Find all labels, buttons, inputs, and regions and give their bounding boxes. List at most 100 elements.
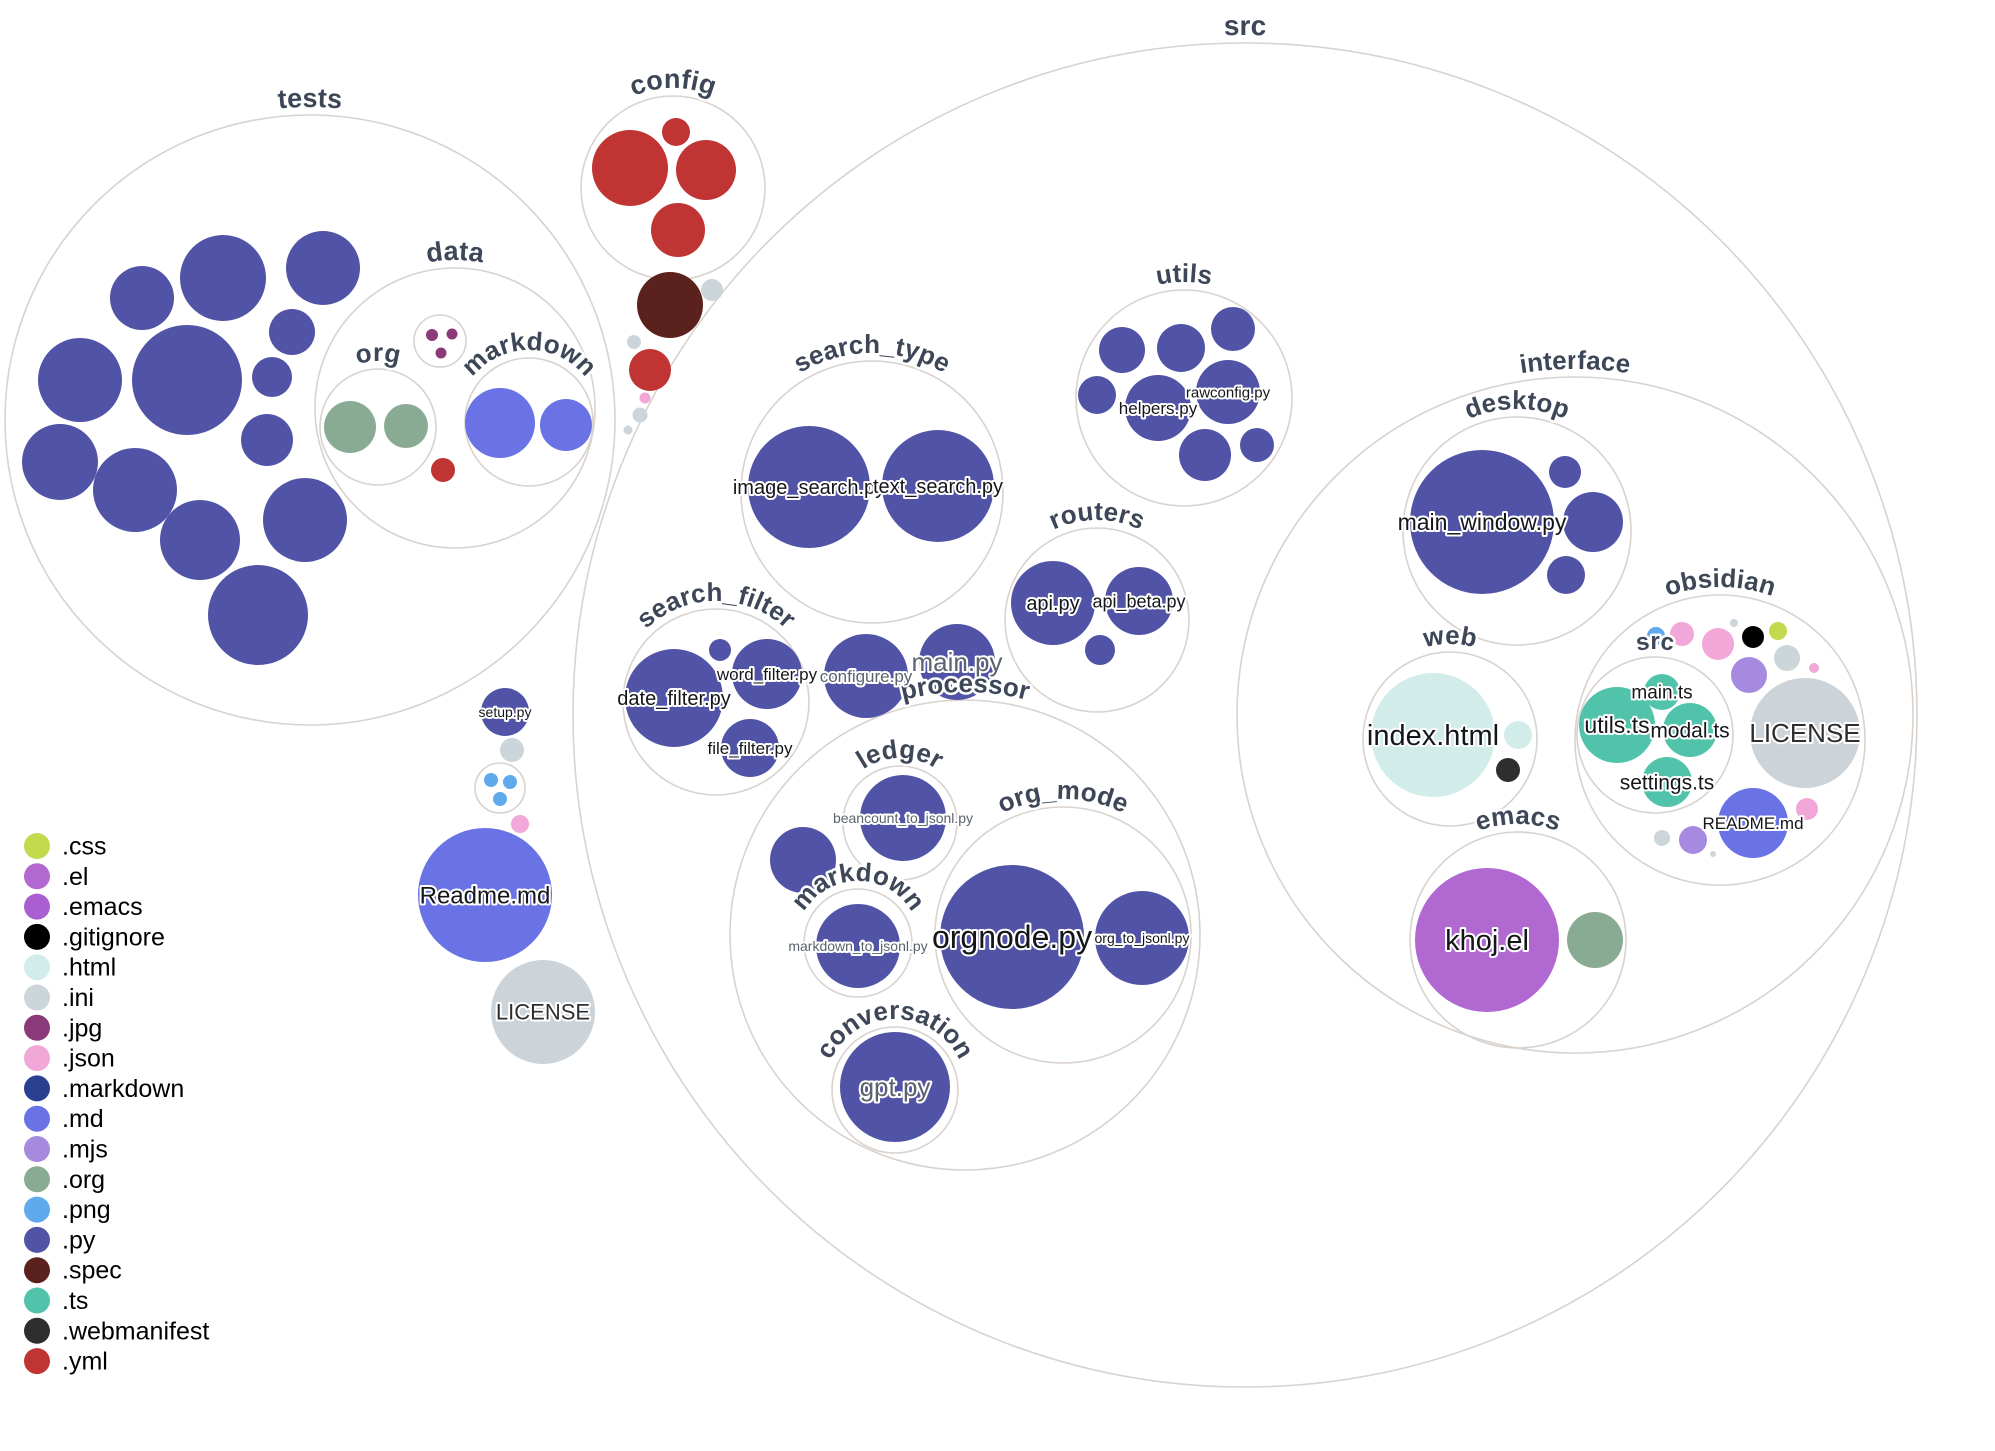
folder-circle-f-pngs[interactable]: [474, 762, 526, 814]
file-circle-orgnode-py[interactable]: [940, 865, 1084, 1009]
file-circle-word-filter-py[interactable]: [732, 639, 802, 709]
file-circle--py-0[interactable]: [110, 266, 174, 330]
file-circle-beancount-to-jsonl-py[interactable]: [860, 775, 946, 861]
file-circle--ini-30[interactable]: [632, 407, 648, 423]
file-circle--png-36[interactable]: [493, 792, 507, 806]
folder-circle-search-filter[interactable]: [622, 608, 810, 796]
folder-circle-ledger[interactable]: [842, 765, 958, 881]
folder-circle-markdown[interactable]: [803, 888, 913, 998]
file-circle--py-1[interactable]: [180, 235, 266, 321]
folder-circle-obsidian[interactable]: [1574, 594, 1866, 886]
file-circle--py-2[interactable]: [286, 231, 360, 305]
file-circle--py-4[interactable]: [132, 325, 242, 435]
file-circle-settings-ts[interactable]: [1642, 757, 1692, 807]
folder-circle-org[interactable]: [319, 368, 437, 486]
folder-circle-emacs[interactable]: [1409, 831, 1627, 1049]
file-circle--json-76[interactable]: [1702, 628, 1734, 660]
file-circle-main-py[interactable]: [919, 624, 995, 700]
file-circle--ini-31[interactable]: [623, 425, 633, 435]
file-circle--org-16[interactable]: [324, 401, 376, 453]
file-circle--py-11[interactable]: [263, 478, 347, 562]
file-circle--gitignore-78[interactable]: [1742, 626, 1764, 648]
file-circle--mjs-81[interactable]: [1731, 657, 1767, 693]
file-circle-markdown-to-jsonl-py[interactable]: [816, 904, 900, 988]
file-circle-main-ts[interactable]: [1644, 674, 1680, 710]
file-circle--yml-22[interactable]: [662, 118, 690, 146]
file-circle--org-73[interactable]: [1567, 912, 1623, 968]
file-circle--jpg-15[interactable]: [435, 347, 447, 359]
file-circle-configure-py[interactable]: [824, 634, 908, 718]
folder-circle-markdown[interactable]: [464, 357, 594, 487]
file-circle--html-70[interactable]: [1504, 721, 1532, 749]
file-circle-setup-py[interactable]: [481, 688, 529, 736]
file-circle--png-35[interactable]: [503, 775, 517, 789]
file-circle--webmanifest-71[interactable]: [1496, 758, 1520, 782]
file-circle--py-5[interactable]: [269, 309, 315, 355]
file-circle--jpg-13[interactable]: [426, 329, 438, 341]
file-circle-rawconfig-py[interactable]: [1196, 360, 1260, 424]
file-circle--py-48[interactable]: [770, 827, 836, 893]
file-circle--py-58[interactable]: [1157, 324, 1205, 372]
folder-circle-routers[interactable]: [1004, 527, 1190, 713]
file-circle--py-59[interactable]: [1211, 307, 1255, 351]
file-circle--py-10[interactable]: [160, 500, 240, 580]
file-circle-api-py[interactable]: [1011, 561, 1095, 645]
file-circle-index-html[interactable]: [1371, 673, 1495, 797]
file-circle--css-79[interactable]: [1769, 622, 1787, 640]
file-circle-gpt-py[interactable]: [840, 1032, 950, 1142]
folder-circle-tests[interactable]: [4, 114, 616, 726]
file-circle--png-34[interactable]: [484, 773, 498, 787]
file-circle--py-12[interactable]: [208, 565, 308, 665]
file-circle--png-74[interactable]: [1647, 627, 1665, 645]
file-circle-license[interactable]: [491, 960, 595, 1064]
folder-circle-search-type[interactable]: [740, 360, 1004, 624]
file-circle--py-44[interactable]: [709, 639, 731, 661]
file-circle-api-beta-py[interactable]: [1105, 567, 1173, 635]
file-circle--ini-26[interactable]: [701, 279, 723, 301]
folder-circle-desktop[interactable]: [1402, 416, 1632, 646]
file-circle--ini-88[interactable]: [1710, 851, 1716, 857]
file-circle-text-search-py[interactable]: [882, 430, 994, 542]
file-circle--py-67[interactable]: [1563, 492, 1623, 552]
file-circle-utils-ts[interactable]: [1579, 687, 1655, 763]
file-circle-readme-md[interactable]: [1718, 788, 1788, 858]
file-circle--json-82[interactable]: [1809, 663, 1819, 673]
file-circle-org-to-jsonl-py[interactable]: [1095, 891, 1189, 985]
folder-circle-f-jpgs[interactable]: [413, 314, 467, 368]
file-circle--ini-86[interactable]: [1654, 830, 1670, 846]
file-circle--mjs-87[interactable]: [1679, 826, 1707, 854]
folder-circle-interface[interactable]: [1236, 376, 1914, 1054]
file-circle--py-56[interactable]: [1085, 635, 1115, 665]
file-circle--yml-23[interactable]: [676, 140, 736, 200]
file-circle--json-37[interactable]: [511, 815, 529, 833]
file-circle--py-7[interactable]: [22, 424, 98, 500]
file-circle-main-window-py[interactable]: [1410, 450, 1554, 594]
folder-circle-web[interactable]: [1362, 651, 1538, 827]
file-circle--py-68[interactable]: [1547, 556, 1585, 594]
file-circle-license[interactable]: [1750, 678, 1860, 788]
file-circle--jpg-14[interactable]: [446, 328, 458, 340]
file-circle--yml-21[interactable]: [592, 130, 668, 206]
file-circle--py-8[interactable]: [93, 448, 177, 532]
file-circle--py-3[interactable]: [38, 338, 122, 422]
file-circle-image-search-py[interactable]: [748, 426, 870, 548]
file-circle-modal-ts[interactable]: [1663, 703, 1717, 757]
file-circle--py-57[interactable]: [1099, 327, 1145, 373]
file-circle--org-17[interactable]: [384, 404, 428, 448]
file-circle--yml-20[interactable]: [431, 458, 455, 482]
file-circle--json-85[interactable]: [1796, 798, 1818, 820]
folder-circle-src[interactable]: [1576, 656, 1734, 814]
file-circle--py-63[interactable]: [1179, 429, 1231, 481]
file-circle--md-18[interactable]: [465, 388, 535, 458]
folder-circle-utils[interactable]: [1075, 289, 1293, 507]
file-circle--ini-33[interactable]: [500, 738, 524, 762]
file-circle-khoj-el[interactable]: [1415, 868, 1559, 1012]
file-circle--ini-80[interactable]: [1774, 645, 1800, 671]
file-circle--spec-25[interactable]: [637, 272, 703, 338]
file-circle--md-19[interactable]: [540, 399, 592, 451]
folder-circle-org-mode[interactable]: [934, 806, 1192, 1064]
file-circle--json-75[interactable]: [1670, 622, 1694, 646]
file-circle--py-64[interactable]: [1240, 428, 1274, 462]
file-circle--ini-27[interactable]: [627, 335, 641, 349]
file-circle--ini-77[interactable]: [1730, 619, 1738, 627]
